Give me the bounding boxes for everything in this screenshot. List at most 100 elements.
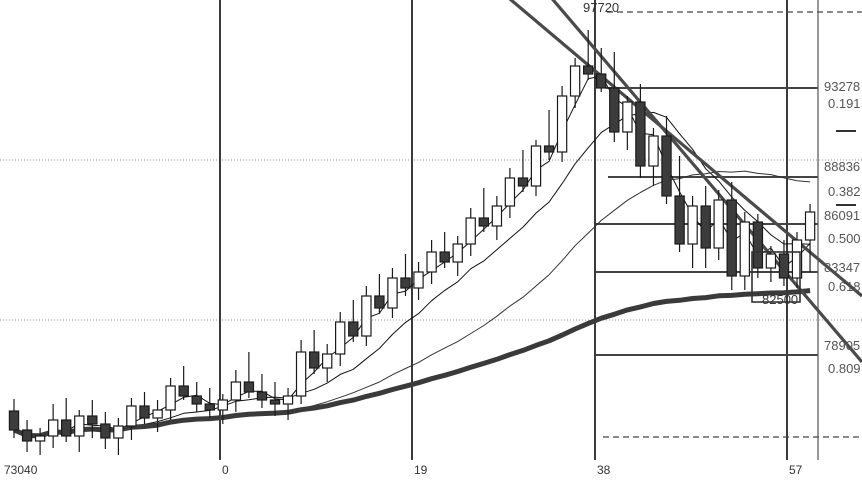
- candle-59[interactable]: [778, 240, 790, 286]
- candle-body: [543, 145, 555, 153]
- candle-12[interactable]: [165, 378, 176, 420]
- candle-body: [217, 399, 228, 411]
- fib-price-0618: 83347: [824, 260, 861, 275]
- candle-47[interactable]: [622, 96, 633, 150]
- candle-28[interactable]: [374, 274, 385, 314]
- candle-34[interactable]: [452, 236, 463, 276]
- candle-body: [556, 95, 568, 153]
- candle-15[interactable]: [204, 388, 215, 418]
- candle-53[interactable]: [700, 186, 711, 268]
- candle-body: [113, 425, 124, 439]
- candle-1[interactable]: [21, 420, 33, 452]
- fib-ratio-0809: 0.809: [828, 361, 861, 376]
- candle-21[interactable]: [282, 388, 294, 420]
- candle-4[interactable]: [60, 398, 72, 442]
- candle-body: [309, 351, 320, 369]
- candle-body: [622, 101, 633, 133]
- candle-2[interactable]: [34, 428, 46, 455]
- candle-35[interactable]: [465, 208, 476, 256]
- candle-56[interactable]: [739, 212, 751, 290]
- candle-5[interactable]: [74, 410, 85, 452]
- fib-ratio-0618: 0.618: [828, 279, 861, 294]
- candle-body: [765, 253, 777, 269]
- candle-body: [804, 211, 816, 241]
- candle-39[interactable]: [517, 150, 529, 192]
- candle-41[interactable]: [543, 110, 555, 160]
- candle-55[interactable]: [726, 182, 737, 290]
- candle-44[interactable]: [582, 30, 594, 80]
- candle-32[interactable]: [426, 240, 437, 284]
- candle-57[interactable]: [752, 214, 764, 278]
- candle-body: [256, 391, 268, 401]
- candle-3[interactable]: [47, 404, 59, 448]
- candle-11[interactable]: [152, 400, 163, 432]
- candle-24[interactable]: [322, 344, 333, 382]
- trendlines[interactable]: [440, 0, 862, 364]
- candle-54[interactable]: [713, 190, 724, 260]
- candle-body: [243, 381, 255, 393]
- consolidation-rect[interactable]: [751, 251, 801, 303]
- candle-body: [582, 65, 594, 75]
- candle-9[interactable]: [126, 398, 137, 440]
- candlestick-series[interactable]: [8, 30, 816, 455]
- candle-body: [152, 409, 163, 419]
- candle-46[interactable]: [609, 52, 620, 142]
- candle-45[interactable]: [595, 48, 607, 92]
- candle-body: [204, 403, 215, 411]
- candle-16[interactable]: [217, 394, 228, 424]
- upper-descending-trendline[interactable]: [440, 0, 862, 298]
- candle-52[interactable]: [687, 196, 698, 268]
- candle-body: [491, 205, 503, 227]
- candle-43[interactable]: [569, 58, 581, 108]
- candle-20[interactable]: [269, 382, 281, 416]
- candle-body: [530, 145, 542, 187]
- candle-33[interactable]: [439, 232, 450, 268]
- candle-body: [47, 419, 59, 437]
- candle-30[interactable]: [400, 254, 411, 296]
- candle-body: [465, 217, 476, 245]
- candle-22[interactable]: [295, 340, 307, 404]
- candle-25[interactable]: [335, 312, 346, 366]
- candle-14[interactable]: [191, 382, 202, 412]
- candle-body: [726, 199, 737, 277]
- candle-body: [635, 101, 646, 167]
- candle-10[interactable]: [139, 392, 150, 424]
- candle-13[interactable]: [178, 366, 189, 400]
- candle-7[interactable]: [100, 412, 111, 449]
- candle-26[interactable]: [348, 300, 359, 342]
- lower-descending-trendline[interactable]: [502, 0, 862, 364]
- candle-23[interactable]: [309, 330, 320, 374]
- candle-6[interactable]: [87, 400, 98, 438]
- candle-37[interactable]: [491, 196, 503, 240]
- candle-36[interactable]: [478, 188, 490, 232]
- ma-baseline: [13, 288, 811, 439]
- candle-29[interactable]: [387, 268, 398, 318]
- candle-38[interactable]: [504, 168, 516, 218]
- x-tick-label-38: 38: [597, 463, 611, 477]
- candle-body: [21, 429, 33, 442]
- candle-body: [295, 351, 307, 397]
- candle-27[interactable]: [361, 286, 372, 346]
- candle-60[interactable]: [791, 232, 803, 288]
- candle-49[interactable]: [648, 128, 659, 186]
- candle-18[interactable]: [243, 352, 255, 398]
- candle-body: [426, 251, 437, 273]
- candle-body: [361, 295, 372, 337]
- candle-body: [413, 271, 424, 289]
- candle-17[interactable]: [230, 370, 242, 412]
- candle-19[interactable]: [256, 374, 268, 408]
- candle-31[interactable]: [413, 262, 424, 300]
- consolidation-box[interactable]: [751, 251, 801, 303]
- candle-48[interactable]: [635, 84, 646, 178]
- candle-50[interactable]: [661, 116, 672, 204]
- candle-40[interactable]: [530, 140, 542, 196]
- candle-61[interactable]: [804, 204, 816, 272]
- candle-0[interactable]: [8, 399, 20, 438]
- candle-8[interactable]: [113, 418, 124, 455]
- candle-51[interactable]: [674, 156, 685, 252]
- candle-body: [517, 177, 529, 187]
- candle-body: [452, 243, 463, 263]
- candle-42[interactable]: [556, 86, 568, 162]
